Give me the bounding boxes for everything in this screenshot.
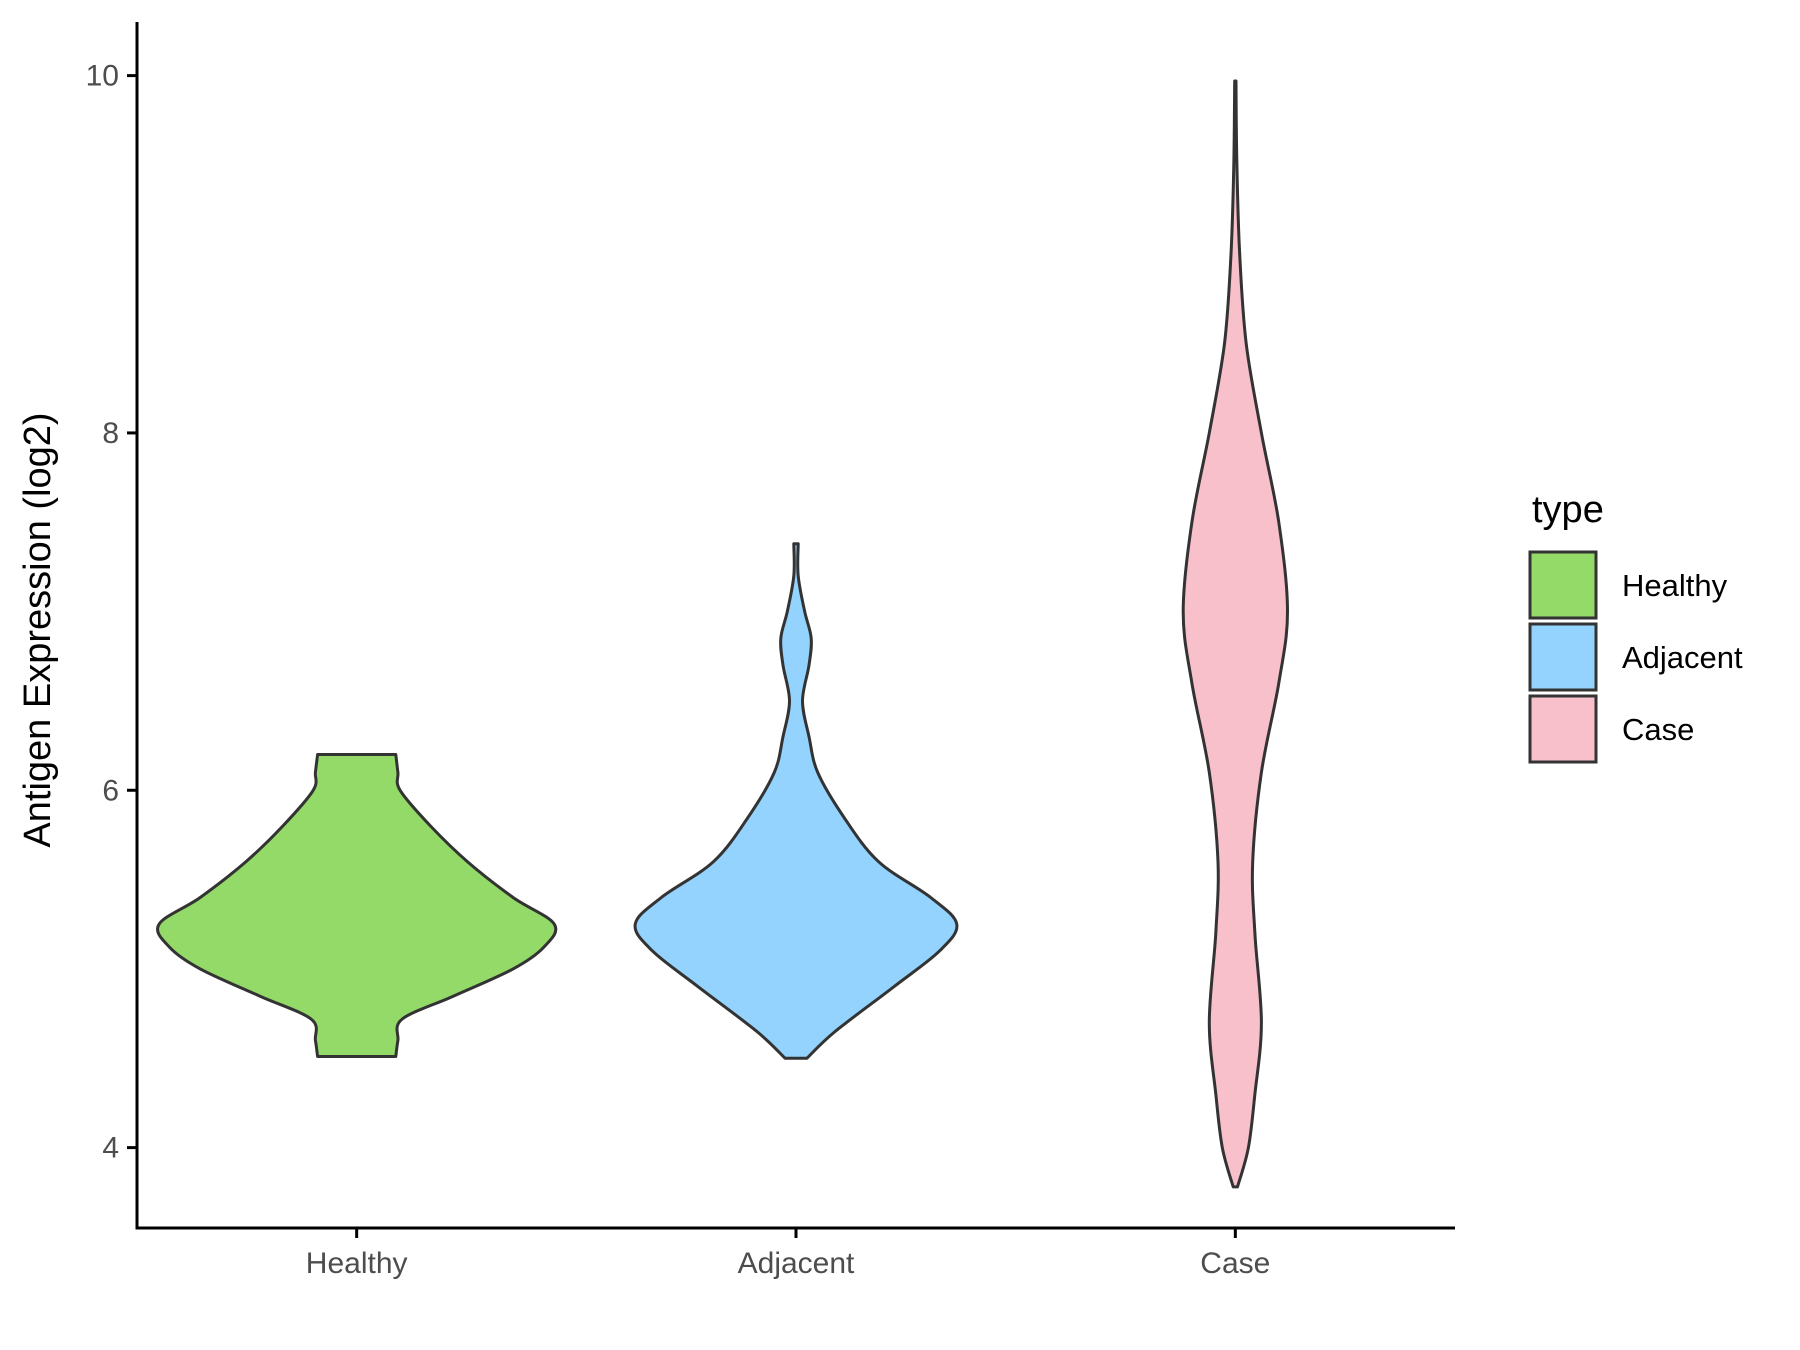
violin-adjacent xyxy=(633,542,959,1060)
x-tick-label: Case xyxy=(1200,1247,1270,1280)
legend-swatch-adjacent xyxy=(1528,622,1598,692)
x-tick-label: Healthy xyxy=(306,1247,408,1280)
legend-label-healthy: Healthy xyxy=(1622,568,1728,603)
legend-swatch-case xyxy=(1528,694,1598,764)
y-tick-label: 10 xyxy=(86,60,119,93)
x-tick-label: Adjacent xyxy=(738,1247,855,1280)
x-axis: Healthy Adjacent Case xyxy=(135,1226,1455,1280)
violin-layer xyxy=(156,79,1289,1189)
legend-title: type xyxy=(1532,489,1604,531)
y-axis: 4 6 8 10 xyxy=(86,22,139,1230)
y-tick-label: 8 xyxy=(102,417,119,450)
legend-label-adjacent: Adjacent xyxy=(1622,640,1743,675)
y-tick-label: 4 xyxy=(102,1132,119,1165)
violin-case xyxy=(1181,79,1289,1189)
legend-swatch-healthy xyxy=(1528,550,1598,620)
y-axis-title: Antigen Expression (log2) xyxy=(17,412,59,847)
legend: type Healthy Adjacent Case xyxy=(1528,489,1743,764)
violin-healthy xyxy=(156,753,558,1058)
legend-label-case: Case xyxy=(1622,712,1694,747)
y-tick-label: 6 xyxy=(102,774,119,807)
